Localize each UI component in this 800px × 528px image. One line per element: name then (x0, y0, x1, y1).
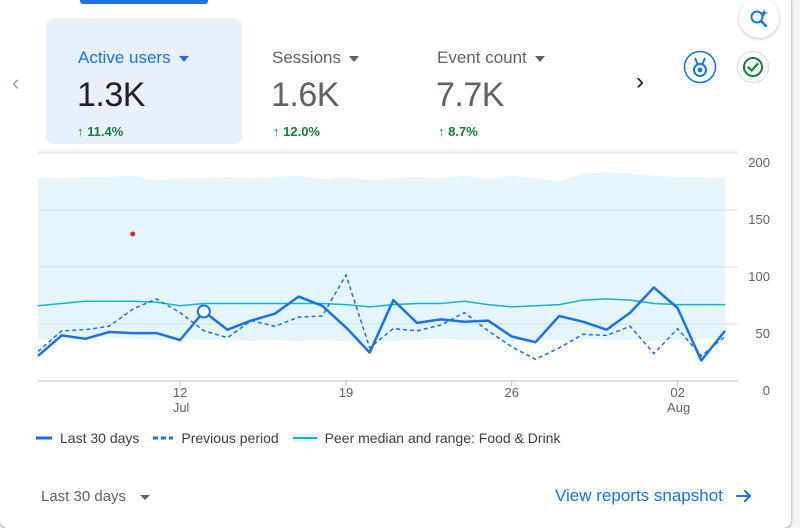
legend-label: Peer median and range: Food & Drink (324, 430, 561, 446)
caret-down-icon (534, 55, 545, 62)
y-tick-label: 200 (748, 155, 770, 170)
legend-peer-swatch (292, 434, 317, 442)
caret-down-icon (178, 55, 189, 62)
y-tick-label: 50 (756, 326, 770, 341)
x-tick-month-label: Jul (173, 400, 190, 415)
x-tick-month-label: Aug (667, 400, 690, 415)
legend-item-current[interactable]: Last 30 days (36, 430, 139, 446)
x-tick-label: 26 (505, 385, 519, 400)
x-tick-label: 02 (670, 385, 684, 400)
date-range-label: Last 30 days (41, 488, 127, 505)
peer-range-band (38, 172, 725, 343)
legend-label: Last 30 days (60, 430, 140, 446)
metric-value: 1.3K (77, 76, 145, 114)
metric-value: 7.7K (436, 76, 504, 114)
x-tick-label: 19 (339, 385, 353, 400)
arrow-right-icon (735, 490, 751, 502)
legend-label: Previous period (181, 430, 279, 446)
medal-icon (683, 50, 717, 84)
chevron-right-icon[interactable]: › (636, 68, 644, 95)
series-line-peer-median (37, 298, 725, 308)
active-tab-indicator (80, 0, 208, 4)
data-quality-button[interactable] (736, 50, 770, 84)
anomaly-marker (130, 231, 136, 237)
tab-active-users[interactable]: Active users 1.3K ↑ 11.4% (46, 0, 242, 144)
metric-label: Active users (78, 48, 171, 67)
chevron-left-icon[interactable]: ‹ (12, 70, 20, 95)
metric-delta: 8.7% (448, 124, 478, 139)
caret-down-icon (348, 55, 359, 62)
highlight-point (196, 304, 211, 319)
metric-delta: 11.4% (87, 124, 124, 139)
date-range-select[interactable]: Last 30 days (41, 488, 151, 505)
link-label: View reports snapshot (555, 486, 723, 505)
legend-item-previous[interactable]: Previous period (153, 430, 279, 446)
caret-down-icon (140, 494, 151, 500)
arrow-up-icon: ↑ (77, 124, 84, 139)
tab-event-count[interactable]: Event count 7.7K ↑ 8.7% (405, 18, 605, 144)
metric-delta: 12.0% (283, 124, 320, 139)
legend-dashed-swatch (153, 436, 174, 440)
insights-search-icon (750, 9, 768, 28)
series-line-previous-period (37, 273, 726, 361)
legend-solid-swatch (36, 436, 52, 440)
y-tick-label: 0 (763, 383, 770, 398)
metric-label: Sessions (272, 48, 341, 67)
y-tick-label: 100 (748, 269, 770, 284)
benchmark-button[interactable] (683, 50, 717, 84)
metric-value: 1.6K (271, 76, 339, 114)
arrow-up-icon: ↑ (273, 124, 280, 139)
y-tick-label: 150 (748, 212, 770, 227)
metric-label: Event count (437, 48, 527, 67)
view-reports-snapshot-link[interactable]: View reports snapshot (555, 486, 753, 506)
chart-legend: Last 30 days Previous period Peer median… (36, 430, 574, 446)
x-tick-label: 12 (173, 385, 187, 400)
arrow-up-icon: ↑ (438, 124, 445, 139)
insights-button[interactable] (739, 0, 779, 38)
tab-sessions[interactable]: Sessions 1.6K ↑ 12.0% (240, 18, 420, 144)
legend-item-peer[interactable]: Peer median and range: Food & Drink (292, 430, 561, 446)
check-circle-icon (736, 50, 770, 84)
series-line-last-30-days (37, 286, 726, 362)
